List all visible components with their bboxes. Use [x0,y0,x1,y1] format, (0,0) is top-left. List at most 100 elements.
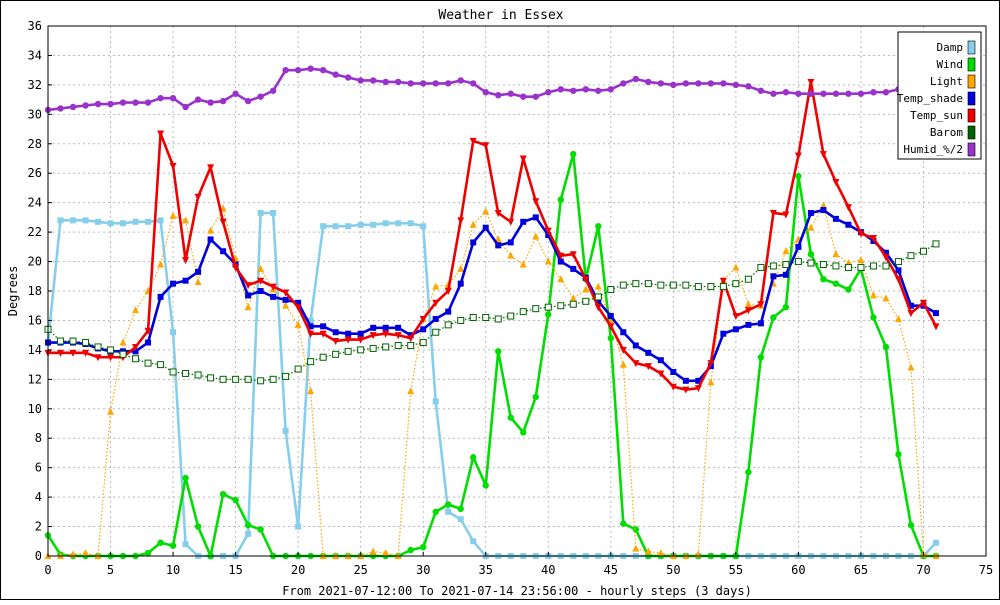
data-point-barom [144,359,152,367]
data-point-humid-2 [307,65,314,72]
data-point-wind [570,150,577,158]
legend-label-humid-2: Humid_%/2 [903,143,963,156]
y-tick-label: 6 [35,461,42,475]
data-point-wind [482,482,489,489]
data-point-barom [582,297,590,305]
data-point-temp-shade [657,357,664,364]
legend-swatch-temp-shade [967,91,976,106]
data-point-wind [445,501,452,508]
data-point-temp-shade [720,330,727,337]
data-point-temp-shade [470,239,477,246]
data-point-wind [219,490,227,498]
data-point-wind [557,196,564,203]
data-point-damp [420,223,427,230]
data-point-light [619,360,627,368]
y-tick-label: 32 [28,78,42,92]
data-point-barom [357,346,365,354]
data-point-barom [594,293,602,301]
x-tick-label: 5 [107,563,114,577]
data-point-humid-2 [257,93,264,100]
series-line-temp-sun [48,81,938,391]
data-point-light [869,291,877,299]
data-point-humid-2 [845,90,852,97]
data-point-temp-sun [94,354,102,362]
data-point-temp-sun [557,252,565,260]
data-point-barom [169,368,177,376]
data-point-temp-sun [669,383,677,391]
data-point-barom [419,339,427,347]
x-tick-label: 15 [228,563,242,577]
data-point-humid-2 [707,80,715,87]
data-point-wind [832,280,840,287]
series-humid-2 [44,65,940,114]
data-point-temp-sun [794,152,802,160]
data-point-humid-2 [782,89,790,96]
data-point-temp-shade [220,248,227,255]
data-point-wind [907,521,915,529]
legend-swatch-light [967,74,976,89]
data-point-wind [770,314,777,321]
data-point-light [782,247,790,255]
data-point-barom [282,372,290,380]
data-point-wind [194,523,202,530]
data-point-wind [144,549,152,557]
data-point-wind [595,223,602,230]
legend: Damp Wind Light Temp_shade Temp_sun Barom Humi… [897,31,982,160]
data-point-temp-sun [169,162,177,170]
data-point-humid-2 [232,90,239,97]
data-point-humid-2 [832,90,840,97]
data-point-wind [895,451,902,458]
x-axis-label: From 2021-07-12:00 To 2021-07-14 23:56:0… [282,584,752,598]
data-point-humid-2 [457,77,464,84]
data-point-temp-shade [832,215,839,222]
legend-swatch-damp [967,40,976,55]
legend-swatch-barom [967,125,976,140]
data-point-humid-2 [732,81,740,89]
chart-title: Weather in Essex [438,8,563,23]
data-point-humid-2 [820,90,827,97]
x-tick-label: 70 [916,563,930,577]
x-tick-label: 55 [729,563,743,577]
data-point-light [382,549,390,557]
data-point-light [857,256,865,264]
data-point-temp-sun [732,313,740,321]
data-point-humid-2 [119,99,127,106]
data-point-damp [270,209,277,216]
data-point-light [282,301,290,309]
data-point-temp-sun [107,354,115,362]
data-point-temp-sun [682,386,690,394]
data-point-barom [632,280,640,288]
data-point-humid-2 [269,87,277,94]
data-point-barom [432,328,440,336]
data-point-temp-sun [157,130,165,138]
data-point-damp [70,217,77,224]
data-point-wind [457,505,464,513]
data-point-light [257,264,265,272]
data-point-temp-sun [882,254,890,262]
data-point-barom [869,262,877,270]
data-point-temp-sun [319,330,327,338]
data-point-temp-sun [307,330,315,338]
data-point-humid-2 [670,81,677,89]
data-point-wind [795,172,802,180]
data-point-temp-sun [519,155,527,163]
data-point-temp-sun [632,360,640,368]
data-point-humid-2 [595,87,602,94]
data-point-humid-2 [470,80,477,87]
data-point-temp-sun [357,336,365,344]
data-point-temp-sun [57,349,65,357]
legend-swatch-temp-sun [967,108,976,123]
data-point-humid-2 [520,93,527,100]
data-point-temp-sun [82,349,90,357]
data-point-temp-shade [782,271,789,278]
data-point-humid-2 [507,90,514,97]
data-point-temp-sun [394,332,402,340]
data-point-temp-shade [207,236,214,243]
y-tick-label: 0 [35,549,42,563]
data-point-humid-2 [682,80,690,87]
data-point-barom [394,341,402,349]
data-point-temp-shade [320,323,327,330]
x-tick-label: 75 [979,563,993,577]
x-tick-label: 0 [44,563,51,577]
